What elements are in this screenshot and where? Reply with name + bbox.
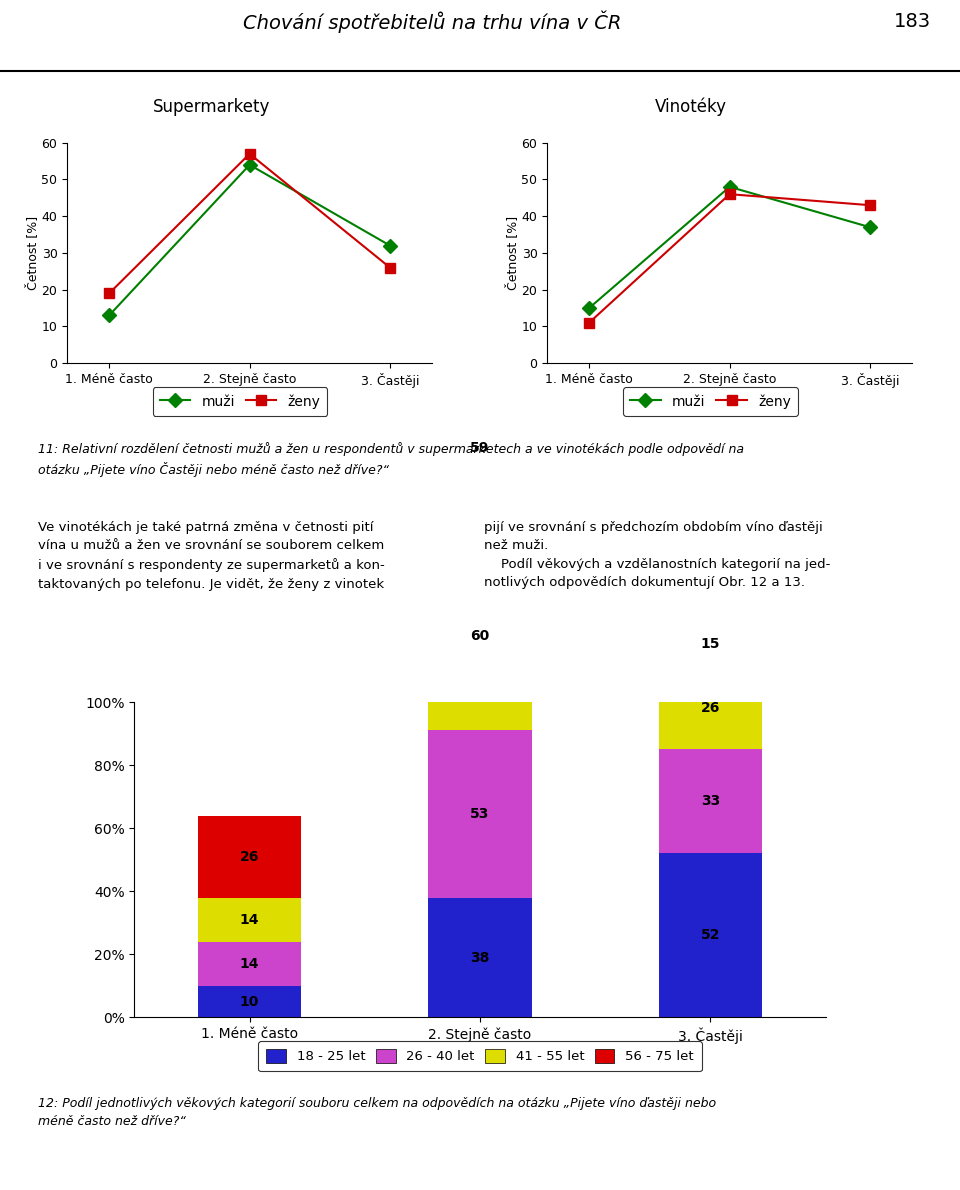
muži <box>864 220 876 234</box>
muži <box>584 301 595 315</box>
muži <box>104 308 115 322</box>
Line: ženy: ženy <box>585 189 875 327</box>
ženy <box>724 187 735 201</box>
Line: ženy: ženy <box>105 149 395 299</box>
Text: 11: Relativní rozdělení četnosti mužů a žen u respondentů v supermarketech a ve : 11: Relativní rozdělení četnosti mužů a … <box>38 441 744 477</box>
Line: muži: muži <box>105 159 395 320</box>
muži <box>724 180 735 194</box>
Text: 33: 33 <box>701 795 720 808</box>
Text: 60: 60 <box>470 628 490 643</box>
Text: 26: 26 <box>701 701 720 715</box>
Bar <box>198 897 301 941</box>
Bar <box>659 668 762 750</box>
Text: 10: 10 <box>240 995 259 1009</box>
Legend: muži, ženy: muži, ženy <box>153 388 327 415</box>
ženy <box>584 315 595 330</box>
Text: 38: 38 <box>470 951 490 965</box>
Text: 183: 183 <box>894 12 931 31</box>
ženy <box>244 146 255 161</box>
Text: 14: 14 <box>240 957 259 971</box>
Text: 14: 14 <box>240 913 259 927</box>
Text: pijí ve srovnání s předchozím obdobím víno ďastěji
než muži.
    Podíl věkových : pijí ve srovnání s předchozím obdobím ví… <box>485 521 830 589</box>
Bar <box>428 355 532 541</box>
Text: Ve vinotékách je také patrná změna v četnosti pití
vína u mužů a žen ve srovnání: Ve vinotékách je také patrná změna v čet… <box>38 521 385 591</box>
muži <box>244 157 255 171</box>
Bar <box>659 620 762 668</box>
Text: 15: 15 <box>701 637 720 651</box>
ženy <box>104 286 115 300</box>
Bar <box>659 750 762 853</box>
Text: Supermarkety: Supermarkety <box>153 98 270 117</box>
Bar <box>198 815 301 897</box>
Bar <box>428 731 532 897</box>
Bar <box>198 985 301 1017</box>
Legend: muži, ženy: muži, ženy <box>623 388 798 415</box>
Text: 53: 53 <box>470 807 490 821</box>
Text: Vinotéky: Vinotéky <box>655 98 728 117</box>
Bar <box>428 897 532 1017</box>
Legend: 18 - 25 let, 26 - 40 let, 41 - 55 let, 56 - 75 let: 18 - 25 let, 26 - 40 let, 41 - 55 let, 5… <box>258 1041 702 1071</box>
Y-axis label: Četnost [%]: Četnost [%] <box>26 215 38 290</box>
Bar <box>659 853 762 1017</box>
Bar <box>198 941 301 985</box>
Text: 52: 52 <box>701 928 720 942</box>
ženy <box>384 261 396 275</box>
Bar <box>428 541 532 731</box>
muži <box>384 238 396 252</box>
Line: muži: muži <box>585 182 875 313</box>
Text: Chování spotřebitelů na trhu vína v ČR: Chování spotřebitelů na trhu vína v ČR <box>243 11 621 33</box>
ženy <box>864 198 876 212</box>
Y-axis label: Četnost [%]: Četnost [%] <box>506 215 518 290</box>
Text: 12: Podíl jednotlivých věkových kategorií souboru celkem na odpovědích na otázku: 12: Podíl jednotlivých věkových kategori… <box>38 1097 716 1128</box>
Text: 59: 59 <box>470 441 490 456</box>
Text: 26: 26 <box>240 850 259 864</box>
